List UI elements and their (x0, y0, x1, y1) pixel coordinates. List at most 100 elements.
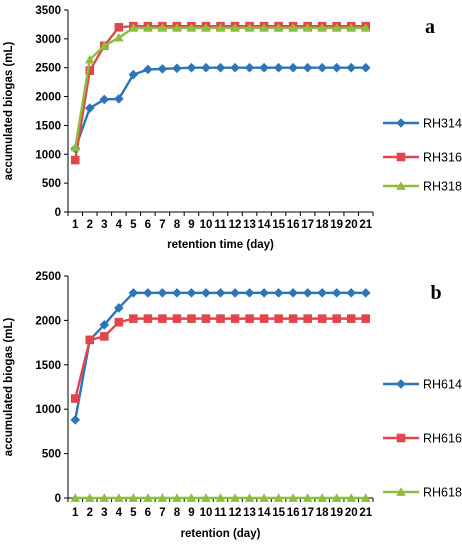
data-point-rh318 (157, 23, 168, 32)
y-tick-label: 2000 (35, 315, 61, 327)
data-point-rh618 (331, 493, 342, 502)
data-point-rh614 (288, 288, 298, 298)
y-tick-label: 500 (42, 449, 61, 461)
data-point-rh616 (114, 317, 124, 327)
data-point-rh616 (201, 314, 211, 323)
legend-label: RH316 (423, 151, 462, 165)
legend-entry-rh316: RH316 (383, 151, 462, 165)
data-point-rh614 (360, 288, 371, 298)
x-tick-label: 7 (159, 507, 165, 519)
x-tick-label: 5 (130, 507, 137, 519)
x-tick-label: 20 (345, 219, 358, 231)
data-point-rh618 (288, 493, 298, 502)
data-point-rh318 (259, 23, 269, 32)
data-point-rh618 (186, 493, 197, 502)
series-line-rh314 (74, 66, 366, 149)
data-point-rh616 (361, 314, 371, 323)
series-line-rh318 (74, 26, 366, 148)
data-point-rh318 (201, 23, 211, 32)
x-tick-label: 10 (200, 507, 213, 519)
x-tick-label: 16 (287, 219, 300, 231)
data-point-rh618 (128, 493, 139, 502)
data-point-rh314 (317, 62, 327, 73)
data-point-rh314 (288, 62, 298, 73)
data-point-rh318 (331, 23, 342, 32)
data-point-rh614 (317, 288, 327, 298)
data-point-rh314 (157, 64, 168, 74)
data-point-rh616 (172, 314, 182, 323)
data-point-rh618 (259, 493, 269, 502)
data-point-rh616 (143, 314, 153, 323)
panel-label: a (425, 16, 435, 38)
data-point-rh316 (70, 155, 80, 165)
legend-marker (396, 118, 406, 128)
data-point-rh318 (186, 23, 197, 32)
data-point-rh618 (273, 493, 284, 502)
data-point-rh318 (128, 23, 139, 32)
data-point-rh314 (143, 64, 153, 75)
data-point-rh318 (99, 40, 110, 50)
data-point-rh314 (230, 62, 240, 73)
y-tick-label: 2000 (35, 92, 61, 104)
y-tick-label: 2500 (35, 63, 61, 75)
data-point-rh314 (244, 62, 255, 73)
data-point-rh614 (172, 288, 182, 298)
data-point-rh618 (317, 493, 327, 502)
data-point-rh614 (186, 288, 197, 298)
data-point-rh618 (143, 493, 153, 502)
legend-entry-rh314: RH314 (383, 117, 462, 131)
data-point-rh318 (114, 32, 124, 42)
data-point-rh614 (128, 288, 139, 298)
data-point-rh314 (302, 62, 313, 73)
data-point-rh616 (259, 314, 269, 323)
x-tick-label: 3 (101, 219, 107, 231)
x-tick-label: 8 (174, 507, 181, 519)
y-tick-label: 1000 (35, 149, 61, 161)
data-point-rh618 (70, 493, 81, 502)
data-point-rh614 (201, 288, 211, 298)
x-tick-label: 16 (287, 507, 300, 519)
x-tick-label: 3 (101, 507, 107, 519)
series-line-rh316 (74, 24, 366, 161)
legend-marker (396, 487, 406, 496)
legend-marker (396, 181, 406, 190)
y-axis-label: accumulated biogas (mL) (3, 318, 15, 457)
data-point-rh616 (85, 335, 95, 345)
series-line-rh616 (74, 317, 366, 399)
data-point-rh614 (273, 288, 284, 298)
y-tick-label: 500 (42, 178, 61, 190)
data-point-rh614 (143, 288, 153, 298)
x-tick-label: 20 (345, 507, 358, 519)
x-tick-label: 18 (316, 219, 329, 231)
data-point-rh618 (302, 493, 313, 502)
data-point-rh314 (201, 62, 211, 73)
data-point-rh618 (172, 493, 182, 502)
data-point-rh318 (172, 23, 182, 32)
y-tick-label: 0 (55, 493, 61, 505)
data-point-rh614 (259, 288, 269, 298)
y-tick-label: 1000 (35, 404, 61, 416)
legend-marker (396, 433, 406, 443)
data-point-rh616 (346, 314, 356, 323)
y-tick-label: 2500 (35, 271, 61, 283)
y-axis-label: accumulated biogas (mL) (3, 42, 15, 181)
legend-label: RH618 (423, 486, 462, 500)
data-point-rh318 (288, 23, 298, 32)
data-point-rh618 (244, 493, 255, 502)
data-point-rh318 (143, 23, 153, 32)
data-point-rh616 (245, 314, 254, 323)
x-tick-label: 17 (301, 219, 314, 231)
x-tick-label: 4 (116, 507, 123, 519)
data-point-rh616 (230, 314, 240, 323)
legend-marker (396, 152, 406, 162)
legend-entry-rh616: RH616 (383, 432, 462, 446)
data-point-rh614 (99, 320, 110, 330)
x-tick-label: 1 (72, 219, 79, 231)
data-point-rh618 (360, 493, 371, 502)
data-point-rh618 (84, 493, 95, 502)
data-point-rh618 (157, 493, 168, 502)
data-point-rh614 (244, 288, 255, 298)
legend-label: RH314 (423, 117, 462, 131)
data-point-rh318 (244, 23, 255, 32)
